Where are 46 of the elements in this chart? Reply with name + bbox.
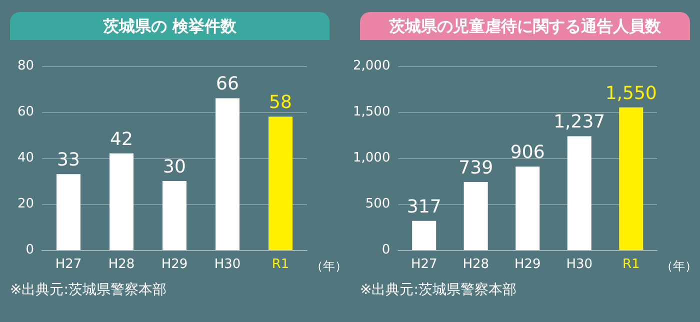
x-tick-label: H29 [161,257,188,272]
x-tick-label: H28 [462,257,490,272]
y-tick-label: 40 [17,150,34,166]
y-tick-label: 60 [17,104,34,120]
bar [412,220,436,250]
data-label: 42 [110,128,133,150]
bar [567,136,592,250]
y-tick-label: 0 [382,242,390,258]
y-tick-label: 1,000 [353,150,390,166]
y-tick-label: 0 [26,242,34,258]
x-tick-label: H27 [55,257,82,272]
y-tick-label: 80 [17,58,34,74]
bar [56,174,80,250]
x-tick-label: H27 [410,257,438,272]
bar [268,116,292,250]
bar [619,107,644,250]
x-tick-label: R1 [622,257,640,272]
bar [516,166,540,250]
x-tick-label: H30 [566,257,593,272]
data-label: 33 [57,150,80,171]
data-label: 1,550 [605,82,657,104]
text: ※出典元:茨城県警察本部 [360,282,516,298]
data-label: 739 [458,158,494,179]
x-tick-label: H28 [108,257,135,272]
data-label: 58 [269,92,292,114]
bar [216,98,240,250]
text: ※出典元:茨城県警察本部 [10,282,166,298]
data-label: 906 [510,142,545,164]
x-tick-label: H30 [214,257,241,272]
y-tick-label: 500 [365,196,390,212]
chart-title: 茨城県の児童虐待に関する通告人員数 [388,16,662,36]
data-label: 66 [216,74,239,95]
y-tick-label: 20 [17,196,34,212]
data-label: 30 [163,156,186,178]
y-tick-label: 1,500 [353,104,390,120]
data-label: 1,237 [554,112,606,133]
x-tick-label: H29 [514,257,541,272]
x-tick-label: R1 [272,257,290,272]
x-axis-title: （年） [661,259,697,273]
bar [464,182,488,250]
y-tick-label: 2,000 [353,58,390,74]
bar [110,153,134,250]
chart-title: 茨城県の 検挙件数 [102,16,238,36]
data-label: 317 [406,196,442,218]
bar [162,181,186,250]
x-axis-title: （年） [311,259,347,273]
